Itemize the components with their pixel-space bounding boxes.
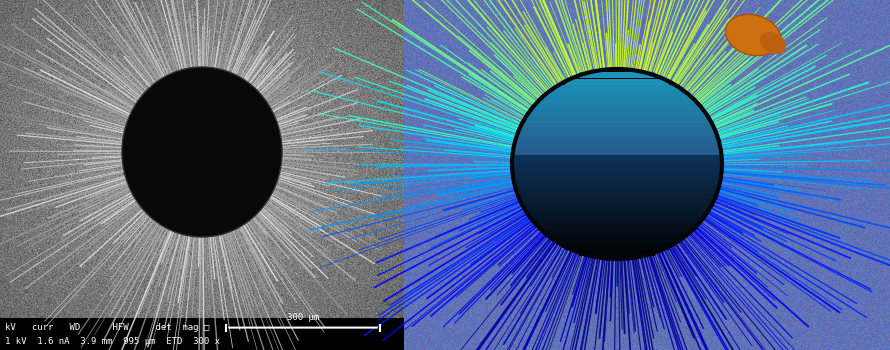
FancyBboxPatch shape: [514, 180, 720, 186]
FancyBboxPatch shape: [521, 199, 713, 205]
FancyBboxPatch shape: [579, 250, 655, 256]
Text: 1 kV  1.6 nA  3.9 mm  995 μm  ETD  300 x: 1 kV 1.6 nA 3.9 mm 995 μm ETD 300 x: [5, 337, 220, 346]
FancyBboxPatch shape: [528, 211, 706, 218]
FancyBboxPatch shape: [513, 148, 721, 154]
Ellipse shape: [760, 32, 786, 54]
FancyBboxPatch shape: [579, 72, 655, 78]
Ellipse shape: [122, 67, 282, 237]
FancyBboxPatch shape: [533, 104, 701, 110]
FancyBboxPatch shape: [538, 224, 695, 231]
FancyBboxPatch shape: [518, 193, 716, 199]
Ellipse shape: [725, 14, 781, 56]
Ellipse shape: [512, 69, 722, 259]
FancyBboxPatch shape: [546, 91, 688, 98]
FancyBboxPatch shape: [533, 218, 701, 224]
FancyBboxPatch shape: [512, 161, 722, 167]
FancyBboxPatch shape: [554, 85, 680, 91]
FancyBboxPatch shape: [564, 78, 669, 85]
FancyBboxPatch shape: [528, 110, 706, 117]
Text: 300 μm: 300 μm: [287, 313, 320, 322]
FancyBboxPatch shape: [524, 205, 710, 211]
Text: kV   curr   WD      HFW     det  mag □: kV curr WD HFW det mag □: [5, 323, 209, 332]
FancyBboxPatch shape: [516, 135, 718, 142]
FancyBboxPatch shape: [513, 154, 722, 161]
FancyBboxPatch shape: [518, 129, 716, 135]
FancyBboxPatch shape: [513, 167, 722, 174]
FancyBboxPatch shape: [554, 237, 680, 243]
FancyBboxPatch shape: [546, 231, 688, 237]
FancyBboxPatch shape: [514, 142, 720, 148]
FancyBboxPatch shape: [538, 98, 695, 104]
FancyBboxPatch shape: [516, 186, 718, 193]
FancyBboxPatch shape: [524, 117, 710, 123]
FancyBboxPatch shape: [521, 123, 713, 129]
FancyBboxPatch shape: [513, 174, 721, 180]
FancyBboxPatch shape: [564, 243, 669, 250]
